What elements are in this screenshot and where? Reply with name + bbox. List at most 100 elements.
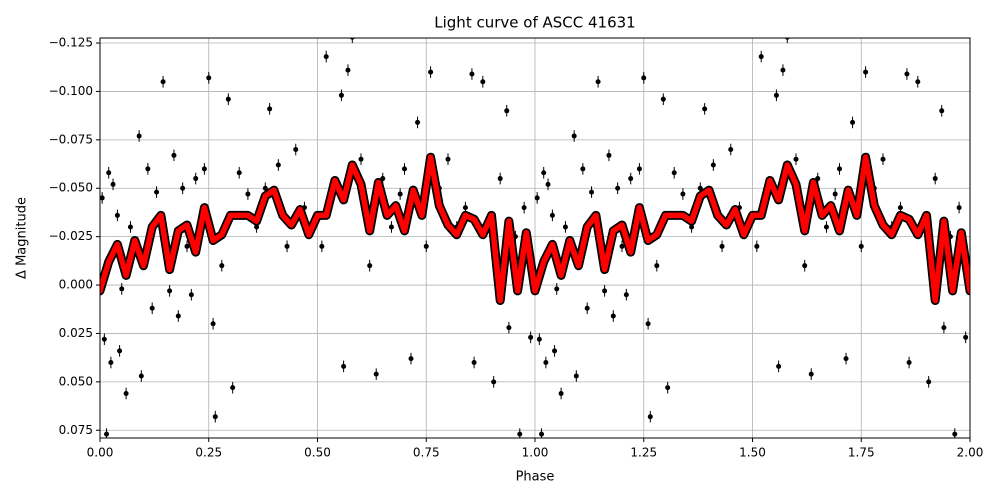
data-point (114, 212, 120, 218)
data-point (236, 170, 242, 176)
data-point (408, 356, 414, 362)
data-point (641, 75, 647, 81)
data-point (843, 356, 849, 362)
data-point (558, 390, 564, 396)
data-point (906, 359, 912, 365)
data-point (110, 181, 116, 187)
data-point (171, 152, 177, 158)
data-point (230, 385, 236, 391)
data-point (184, 243, 190, 249)
data-point (628, 176, 634, 182)
data-point (284, 243, 290, 249)
y-tick-label: 0.075 (59, 423, 93, 437)
data-point (462, 205, 468, 211)
data-point (562, 224, 568, 230)
data-point (963, 334, 969, 340)
data-point (897, 205, 903, 211)
data-point (323, 54, 329, 60)
data-point (341, 363, 347, 369)
data-point (539, 431, 545, 437)
grid (99, 38, 971, 438)
y-tick-label: −0.025 (49, 229, 93, 243)
data-point (491, 379, 497, 385)
data-point (615, 185, 621, 191)
data-point (106, 170, 112, 176)
data-point (610, 313, 616, 319)
data-point (445, 156, 451, 162)
data-point (338, 92, 344, 98)
data-point (773, 92, 779, 98)
data-point (536, 336, 542, 342)
data-point (358, 156, 364, 162)
y-tick-label: 0.000 (59, 278, 93, 292)
data-point (793, 156, 799, 162)
data-point (145, 166, 151, 172)
x-tick-label: 0.75 (413, 446, 440, 460)
data-point (521, 205, 527, 211)
data-point (119, 286, 125, 292)
data-point (480, 79, 486, 85)
data-point (689, 224, 695, 230)
data-point (808, 371, 814, 377)
data-point (469, 71, 475, 77)
data-point (660, 96, 666, 102)
data-point (193, 176, 199, 182)
data-point (100, 195, 105, 201)
y-tick-label: 0.025 (59, 326, 93, 340)
data-point (267, 106, 273, 112)
data-point (697, 185, 703, 191)
data-point (219, 263, 225, 269)
x-axis-label: Phase (516, 470, 555, 485)
data-point (554, 286, 560, 292)
data-point (517, 431, 523, 437)
data-point (545, 181, 551, 187)
data-point (497, 176, 503, 182)
data-point (719, 243, 725, 249)
data-point (345, 67, 351, 73)
data-point (188, 292, 194, 298)
data-point (645, 321, 651, 327)
data-point (397, 191, 403, 197)
data-point (349, 38, 355, 40)
data-point (776, 363, 782, 369)
data-point (138, 373, 144, 379)
data-point (606, 152, 612, 158)
data-point (858, 243, 864, 249)
data-point (136, 133, 142, 139)
data-point (619, 243, 625, 249)
data-point (543, 359, 549, 365)
data-point (367, 263, 373, 269)
y-tick-label: −0.050 (49, 181, 93, 195)
data-point (541, 170, 547, 176)
data-point (402, 166, 407, 172)
data-point (680, 191, 686, 197)
data-point (571, 133, 577, 139)
data-point (823, 224, 829, 230)
x-tick-label: 1.00 (522, 446, 549, 460)
data-point (904, 71, 910, 77)
data-point (702, 106, 708, 112)
data-point (584, 305, 590, 311)
data-point (589, 189, 595, 195)
x-tick-label: 0.50 (304, 446, 331, 460)
data-point (956, 205, 962, 211)
x-tick-label: 0.25 (195, 446, 222, 460)
data-point (293, 147, 299, 153)
data-point (180, 185, 186, 191)
data-point (710, 162, 716, 168)
data-point (245, 191, 251, 197)
data-point (504, 108, 510, 114)
data-point (206, 75, 212, 81)
y-tick-label: −0.100 (49, 84, 93, 98)
x-tick-label: 1.50 (739, 446, 766, 460)
data-point (932, 176, 938, 182)
data-point (175, 313, 181, 319)
data-point (780, 67, 786, 73)
data-point (154, 189, 160, 195)
data-point (534, 195, 540, 201)
data-point (428, 69, 434, 75)
data-point (580, 166, 586, 172)
x-tick-label: 1.75 (848, 446, 875, 460)
x-tick-label: 0.00 (87, 446, 114, 460)
